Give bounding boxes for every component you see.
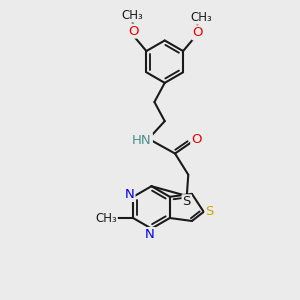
- Text: O: O: [193, 26, 203, 39]
- Text: O: O: [129, 25, 139, 38]
- Text: O: O: [191, 134, 202, 146]
- Text: CH₃: CH₃: [122, 9, 143, 22]
- Text: HN: HN: [132, 134, 152, 147]
- Text: CH₃: CH₃: [95, 212, 117, 224]
- Text: N: N: [145, 228, 155, 241]
- Text: CH₃: CH₃: [190, 11, 212, 24]
- Text: S: S: [183, 195, 191, 208]
- Text: S: S: [206, 205, 214, 218]
- Text: N: N: [125, 188, 134, 201]
